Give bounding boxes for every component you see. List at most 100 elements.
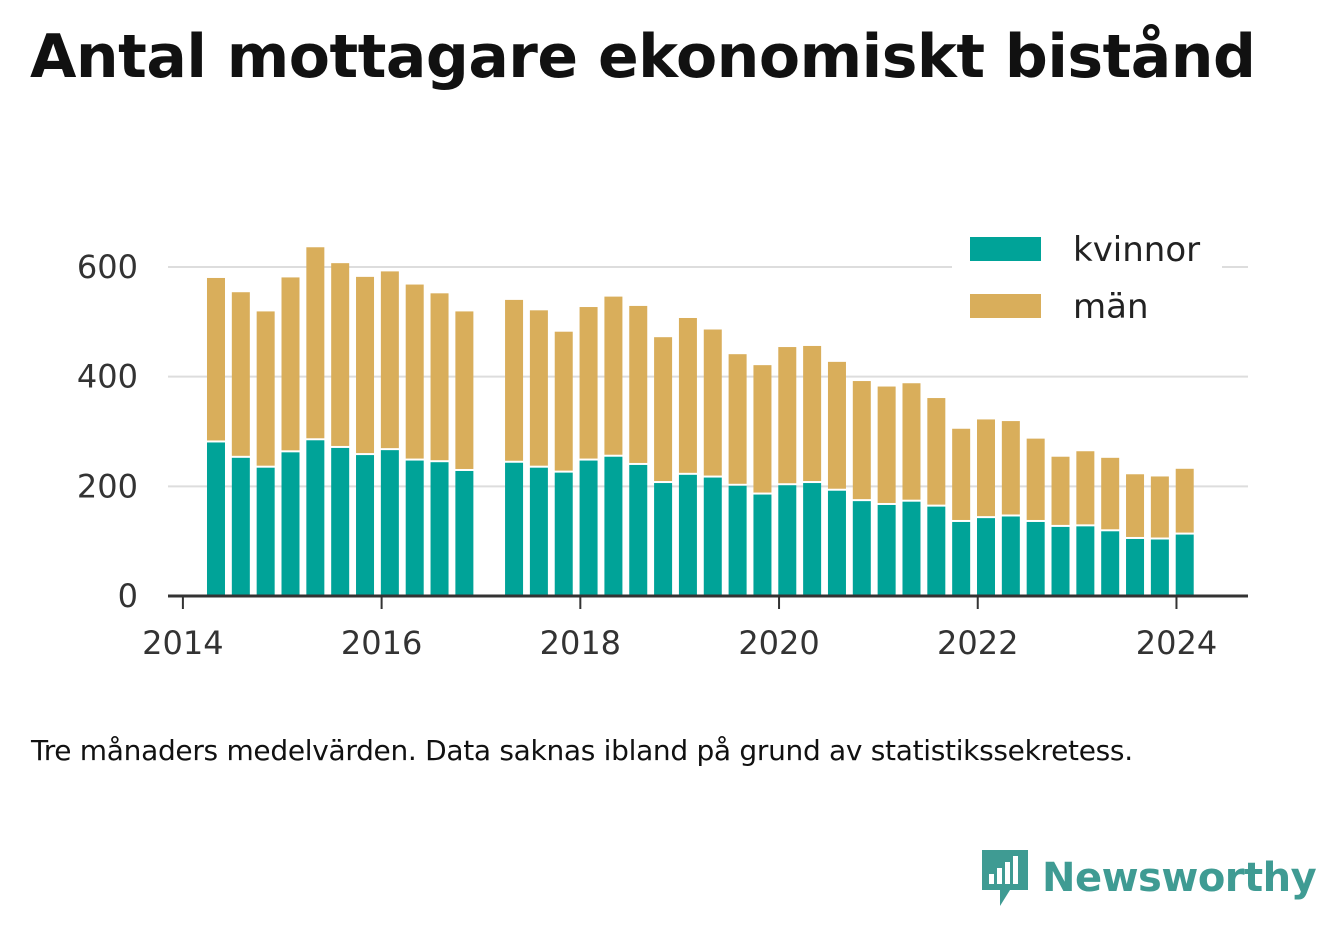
bar-kvinnor (356, 455, 375, 596)
bar-kvinnor (231, 457, 250, 596)
bar-kvinnor (927, 506, 946, 596)
bar-kvinnor (529, 467, 548, 596)
bar-kvinnor (1150, 539, 1169, 596)
chart-title: Antal mottagare ekonomiskt bistånd (30, 22, 1256, 92)
bar-man (206, 277, 225, 441)
brand-logo[interactable]: Newsworthy (980, 848, 1317, 908)
bar-kvinnor (728, 485, 747, 596)
x-tick-label: 2014 (142, 624, 223, 662)
bar-kvinnor (1051, 526, 1070, 596)
x-tick-label: 2022 (937, 624, 1018, 662)
bar-man (505, 299, 524, 461)
y-tick-label: 0 (118, 577, 138, 615)
bar-man (554, 331, 573, 471)
bar-man (654, 337, 673, 482)
legend-label: män (1073, 287, 1149, 327)
y-tick-label: 400 (77, 358, 138, 396)
bar-man (1001, 421, 1020, 515)
bar-kvinnor (430, 462, 449, 596)
x-tick-label: 2024 (1136, 624, 1217, 662)
bar-kvinnor (703, 477, 722, 596)
bar-man (430, 293, 449, 461)
bar-man (256, 311, 275, 466)
bar-man (703, 329, 722, 476)
bar-man (728, 354, 747, 484)
bar-man (1175, 468, 1194, 533)
bar-man (306, 247, 325, 439)
bar-kvinnor (1076, 526, 1095, 596)
bar-man (529, 310, 548, 466)
bar-man (1026, 438, 1045, 520)
x-tick-label: 2016 (341, 624, 422, 662)
bar-man (1101, 457, 1120, 530)
bar-kvinnor (604, 456, 623, 596)
bar-kvinnor (554, 472, 573, 596)
bar-kvinnor (877, 504, 896, 596)
bar-man (356, 276, 375, 454)
bar-kvinnor (827, 490, 846, 596)
bar-man (629, 305, 648, 463)
bar-man (927, 398, 946, 505)
bar-man (902, 383, 921, 500)
bar-man (952, 428, 971, 520)
bar-kvinnor (331, 447, 350, 596)
bar-man (405, 284, 424, 459)
bar-man (579, 307, 598, 459)
y-tick-label: 200 (77, 467, 138, 505)
bar-kvinnor (976, 518, 995, 596)
y-tick-label: 600 (77, 248, 138, 286)
bar-kvinnor (902, 501, 921, 596)
bar-man (281, 277, 300, 451)
bar-man (803, 345, 822, 482)
bar-kvinnor (405, 460, 424, 596)
x-tick-label: 2018 (540, 624, 621, 662)
bar-kvinnor (654, 483, 673, 596)
bar-man (1076, 451, 1095, 525)
bar-kvinnor (281, 452, 300, 596)
bar-man (231, 292, 250, 456)
bar-man (827, 361, 846, 489)
legend: kvinnor män (952, 224, 1222, 336)
bar-kvinnor (1026, 521, 1045, 596)
legend-label: kvinnor (1073, 230, 1200, 270)
bar-kvinnor (206, 442, 225, 596)
bar-man (778, 347, 797, 484)
bar-kvinnor (306, 440, 325, 596)
bar-kvinnor (1101, 531, 1120, 596)
bar-man (380, 271, 399, 449)
bar-kvinnor (778, 485, 797, 596)
bar-man (976, 419, 995, 517)
bar-kvinnor (256, 467, 275, 596)
bar-man (1051, 456, 1070, 525)
bar-kvinnor (753, 494, 772, 596)
bar-kvinnor (629, 464, 648, 596)
bar-kvinnor (505, 462, 524, 596)
newsworthy-logo-icon (982, 850, 1028, 906)
bar-kvinnor (952, 521, 971, 596)
bar-man (455, 311, 474, 469)
bar-man (877, 386, 896, 503)
bars (206, 247, 1194, 596)
bar-man (852, 381, 871, 500)
bar-kvinnor (579, 460, 598, 596)
bar-kvinnor (455, 470, 474, 596)
bar-kvinnor (1001, 516, 1020, 596)
bar-man (753, 365, 772, 493)
bar-kvinnor (678, 474, 697, 596)
bar-man (678, 317, 697, 473)
legend-swatch (970, 237, 1041, 261)
x-tick-label: 2020 (738, 624, 819, 662)
bar-kvinnor (1126, 538, 1145, 596)
chart-footnote: Tre månaders medelvärden. Data saknas ib… (31, 734, 1133, 767)
bar-kvinnor (803, 483, 822, 596)
bar-man (604, 296, 623, 455)
bar-man (1150, 476, 1169, 538)
brand-name: Newsworthy (1042, 855, 1317, 901)
bar-man (1126, 474, 1145, 537)
bar-kvinnor (1175, 534, 1194, 596)
bar-kvinnor (852, 501, 871, 596)
legend-swatch (970, 294, 1041, 318)
axes: 0 200 400 600 2014 2016 2018 2020 2022 2024 (77, 248, 1248, 662)
bar-kvinnor (380, 450, 399, 596)
